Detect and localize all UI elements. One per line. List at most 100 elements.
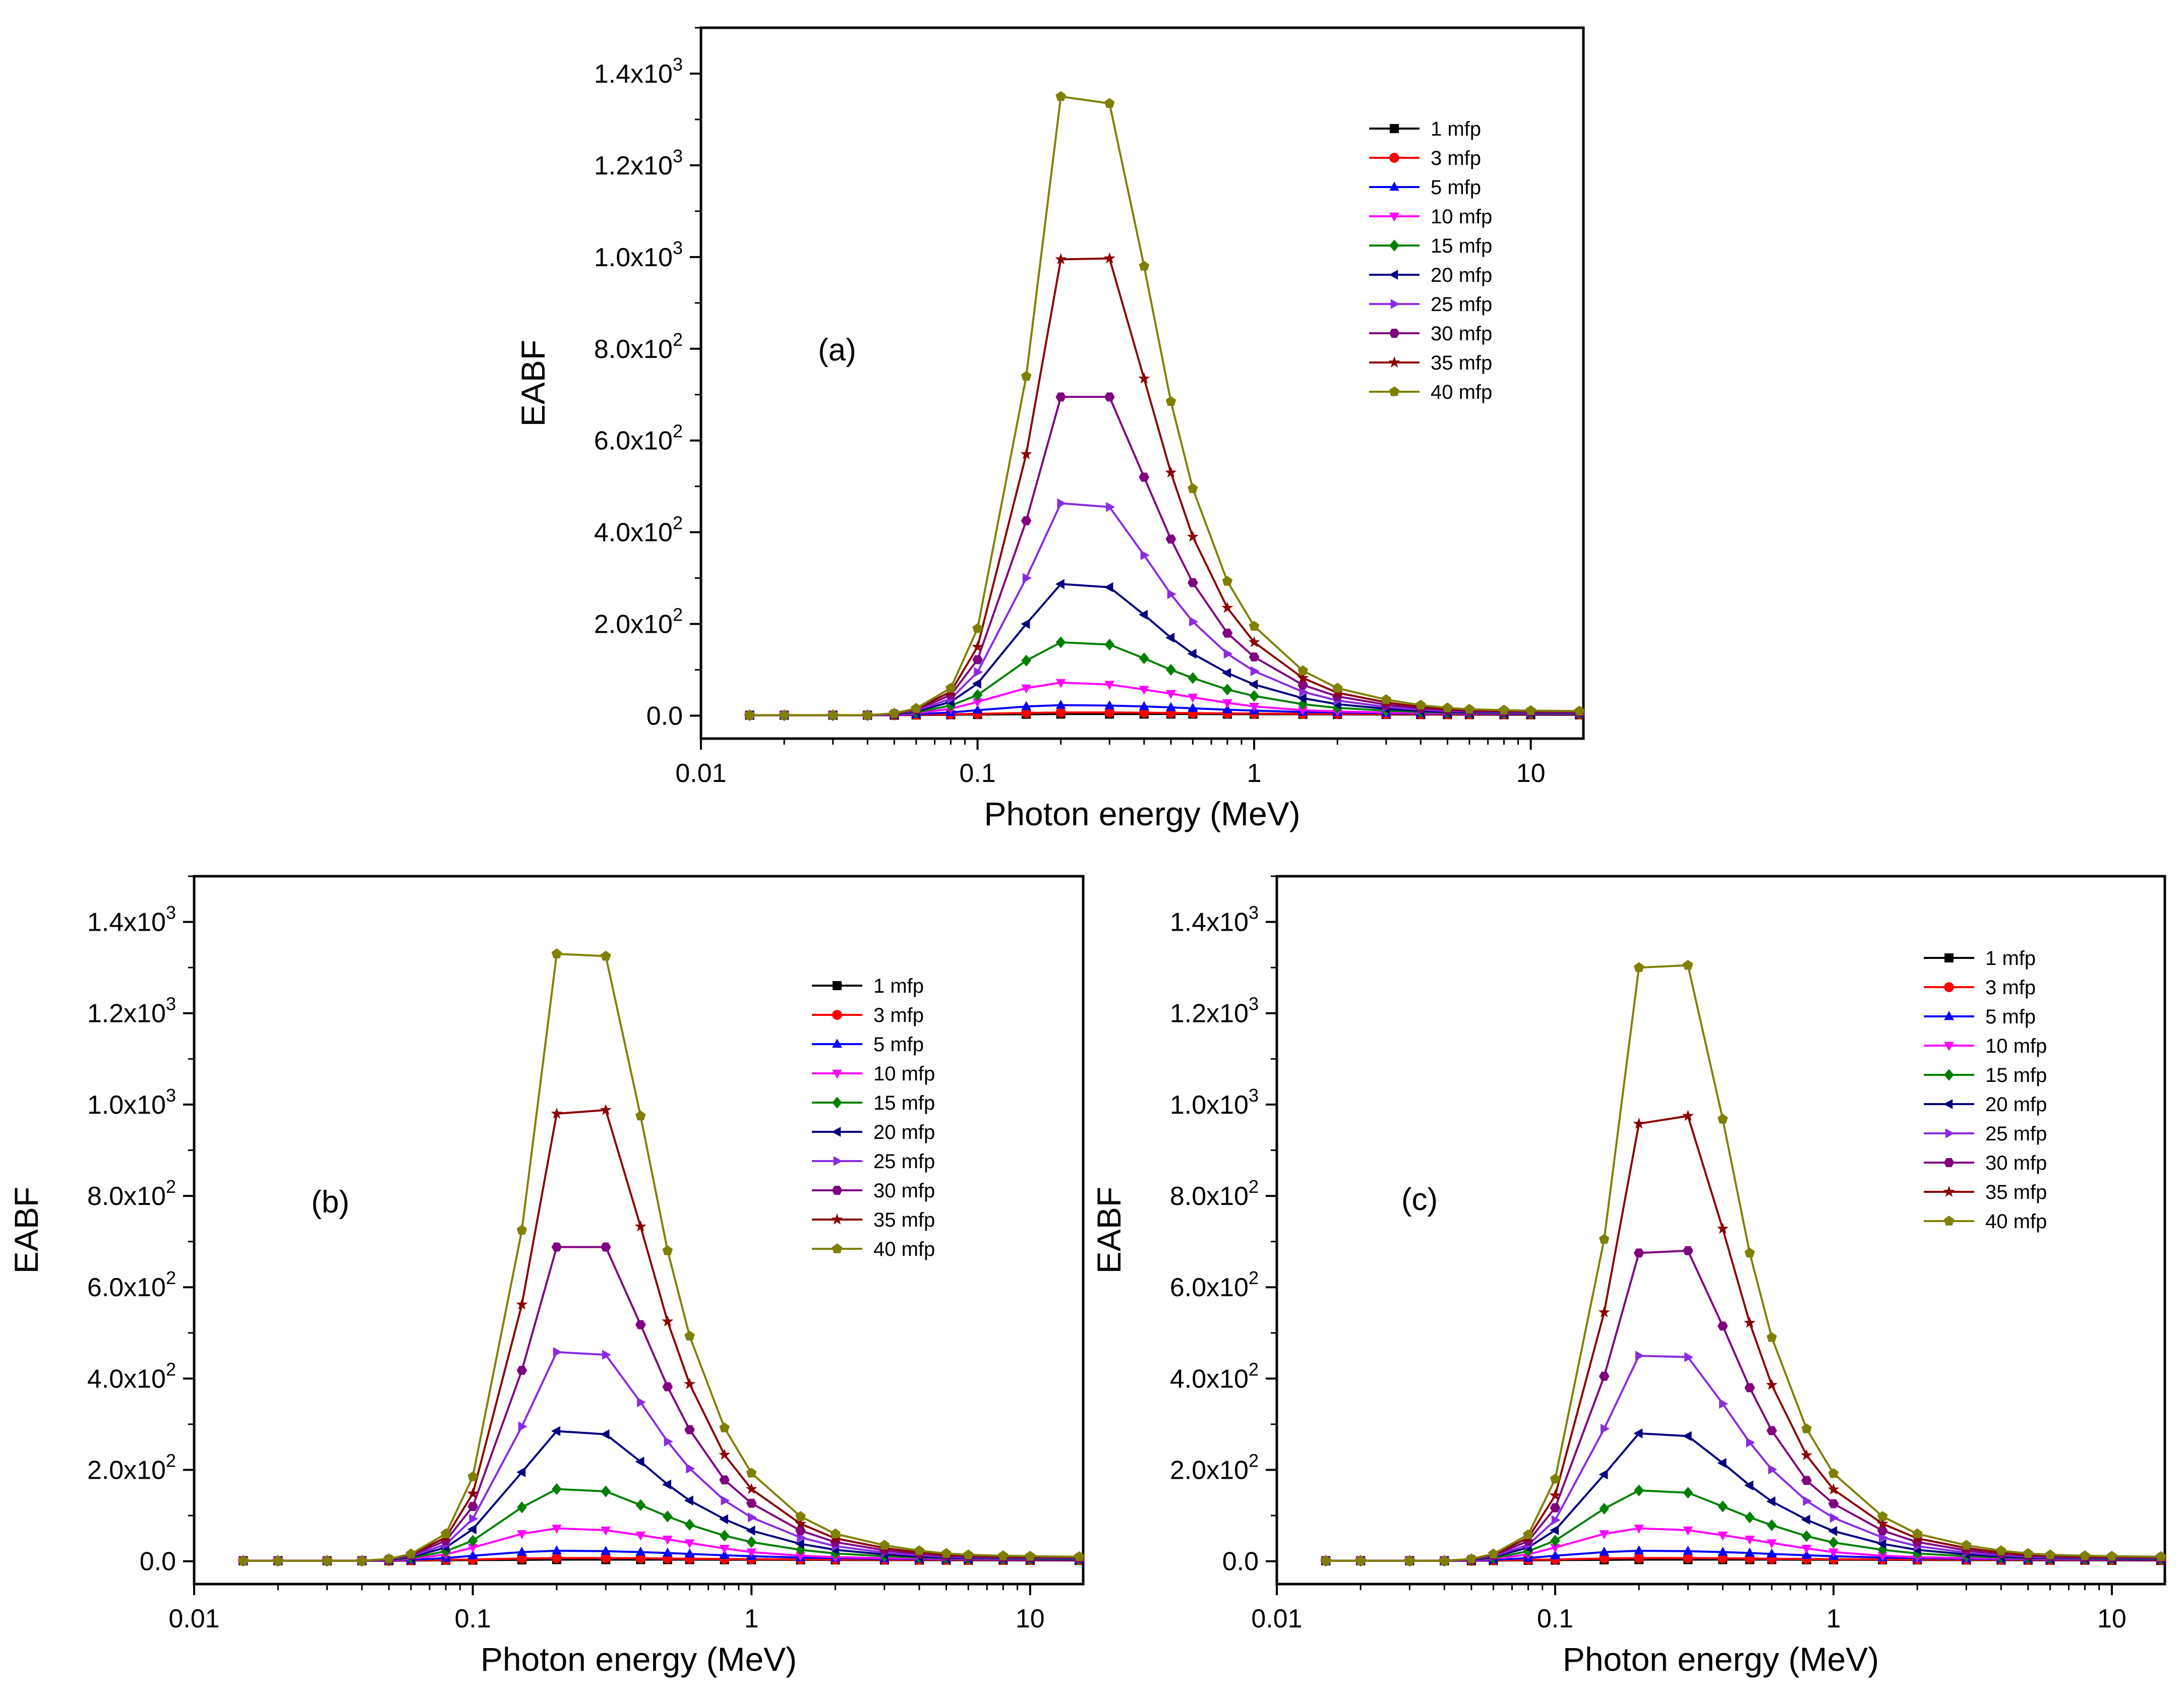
data-point: [1222, 668, 1231, 678]
data-point: [1765, 1378, 1778, 1390]
data-point: [1189, 617, 1199, 627]
legend-label: 15 mfp: [1431, 235, 1492, 257]
data-point: [1828, 1468, 1839, 1478]
legend-swatch-marker: [1389, 270, 1398, 280]
legend-label: 3 mfp: [873, 1004, 924, 1026]
data-point: [600, 1429, 610, 1439]
data-point: [1187, 648, 1197, 659]
data-point: [517, 1546, 527, 1556]
data-point: [601, 1545, 611, 1555]
legend-label: 20 mfp: [873, 1121, 935, 1143]
data-point: [963, 1549, 974, 1559]
legend-swatch-marker: [1943, 1158, 1955, 1167]
y-tick-label: 8.0x102: [594, 329, 683, 364]
data-point: [1297, 680, 1309, 690]
legend-swatch-marker: [1944, 1042, 1954, 1051]
data-point: [635, 1110, 646, 1121]
data-point: [517, 1553, 527, 1564]
data-point: [719, 1514, 728, 1525]
data-point: [635, 1553, 646, 1563]
legend-swatch-marker: [1389, 239, 1399, 252]
data-point: [1021, 619, 1030, 629]
y-tick-label: 0.0: [1222, 1547, 1259, 1577]
data-point: [1021, 684, 1032, 694]
data-point: [1718, 1531, 1728, 1541]
data-point: [1297, 665, 1308, 676]
data-point: [1057, 498, 1067, 509]
data-point: [1598, 1306, 1610, 1317]
data-point: [746, 1498, 757, 1508]
y-tick-label: 6.0x102: [594, 421, 683, 456]
data-point: [635, 1546, 646, 1556]
legend-label: 1 mfp: [1985, 947, 2036, 969]
data-point: [1188, 703, 1198, 712]
series-markers: [744, 91, 1585, 720]
data-point: [1600, 1424, 1610, 1434]
legend-label: 3 mfp: [1985, 977, 2036, 999]
x-tick-label: 0.1: [454, 1604, 491, 1633]
legend-swatch-marker: [832, 1010, 842, 1020]
data-point: [1188, 483, 1198, 493]
data-point: [974, 667, 983, 677]
legend-swatch-marker: [1943, 1216, 1955, 1226]
legend-label: 3 mfp: [1431, 147, 1481, 169]
data-point: [1249, 679, 1258, 690]
data-point: [1744, 1247, 1755, 1258]
data-point: [1074, 1551, 1085, 1561]
data-point: [684, 1330, 695, 1341]
data-point: [1682, 1110, 1694, 1121]
data-point: [635, 1320, 646, 1329]
y-tick-label: 6.0x102: [87, 1267, 176, 1302]
data-point: [1766, 1426, 1777, 1435]
data-point: [1719, 1399, 1729, 1409]
data-point: [1249, 690, 1259, 702]
data-point: [1912, 1528, 1923, 1539]
data-point: [1744, 1547, 1755, 1557]
legend-label: 25 mfp: [1985, 1123, 2047, 1145]
data-point: [946, 683, 956, 693]
data-point: [602, 1350, 612, 1360]
data-point: [1222, 699, 1232, 708]
data-point: [1717, 1458, 1727, 1468]
data-point: [1801, 1423, 1812, 1433]
data-point: [1550, 1550, 1560, 1560]
data-point: [467, 1487, 479, 1499]
data-point: [1683, 1526, 1693, 1536]
x-tick-label: 1: [744, 1604, 759, 1633]
data-point: [862, 709, 873, 720]
legend-swatch-marker: [1389, 212, 1399, 222]
data-point: [1140, 550, 1150, 561]
plot-frame: [1275, 875, 2166, 1586]
plot-frame: [193, 875, 1085, 1586]
data-point: [1055, 91, 1066, 101]
data-point: [1250, 666, 1260, 677]
legend-label: 15 mfp: [1985, 1064, 2047, 1086]
data-point: [1104, 700, 1115, 709]
data-point: [1165, 396, 1176, 406]
data-point: [1106, 502, 1115, 512]
x-tick-label: 0.1: [1537, 1604, 1573, 1633]
y-axis-title: EABF: [1090, 1187, 1128, 1274]
data-point: [551, 1426, 561, 1436]
panel-label: (c): [1401, 1182, 1438, 1217]
data-point: [467, 1535, 478, 1547]
data-point: [795, 1511, 806, 1521]
data-point: [2045, 1549, 2055, 1559]
data-point: [719, 1545, 730, 1554]
legend-swatch-marker: [832, 1039, 842, 1048]
data-point: [1021, 371, 1032, 381]
data-point: [1139, 652, 1149, 664]
data-point: [1633, 1117, 1645, 1129]
data-point: [516, 1366, 527, 1375]
data-point: [1550, 1525, 1559, 1536]
data-point: [1550, 1473, 1561, 1484]
data-point: [1188, 672, 1198, 684]
legend-swatch-marker: [832, 1186, 843, 1195]
data-point: [1746, 1437, 1755, 1448]
data-point: [1550, 1503, 1561, 1512]
data-point: [1188, 693, 1198, 703]
x-axis-title: Photon energy (MeV): [984, 795, 1300, 832]
data-point: [1682, 1246, 1693, 1255]
legend-swatch-marker: [1943, 1185, 1955, 1197]
data-point: [1332, 683, 1343, 693]
